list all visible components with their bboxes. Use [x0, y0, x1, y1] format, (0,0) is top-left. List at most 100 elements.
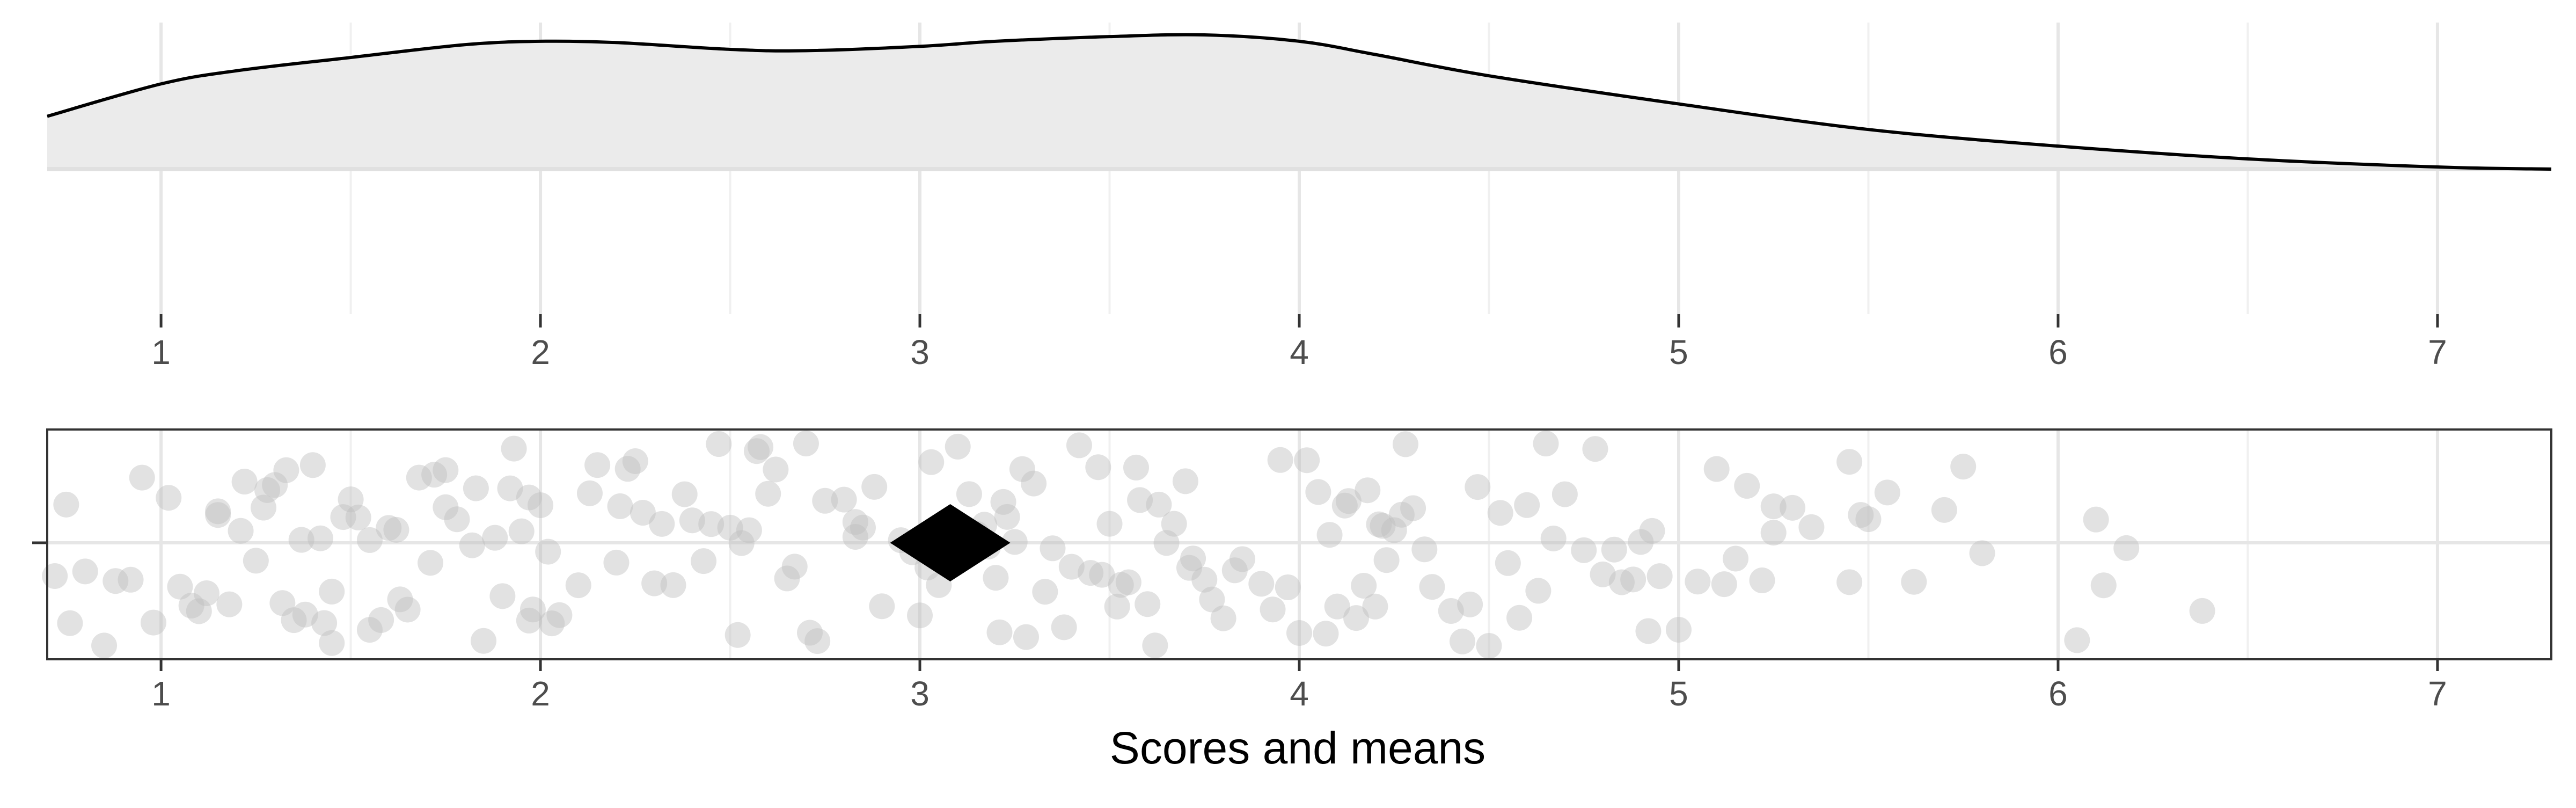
jitter-point: [1552, 481, 1578, 507]
jitter-point: [1104, 593, 1130, 620]
jitter-point: [649, 511, 675, 537]
jitter-point: [2083, 506, 2109, 533]
jitter-point: [118, 566, 144, 593]
jitter-point: [471, 628, 497, 654]
jitter-point: [1874, 479, 1900, 506]
jitter-point: [1078, 560, 1104, 586]
jitter-point: [584, 452, 611, 478]
jitter-point: [1392, 431, 1418, 457]
jitter-point: [717, 514, 743, 541]
jitter-point: [433, 457, 459, 483]
jitter-point: [1199, 586, 1225, 613]
density-panel: 1 2 3 4 5 6 7: [47, 23, 2552, 372]
jitter-point: [1146, 491, 1172, 518]
jitter-point: [186, 598, 212, 624]
jitter-point: [1051, 614, 1077, 640]
jitter-point: [1176, 555, 1202, 581]
jitter-point: [243, 548, 269, 574]
jitter-point: [1533, 431, 1559, 457]
jitter-point: [311, 610, 338, 636]
jitter-point: [299, 452, 326, 478]
jitter-point: [804, 628, 831, 654]
jitter-point: [2064, 627, 2090, 653]
jitter-point: [990, 489, 1016, 515]
jitter-point: [1229, 546, 1255, 572]
density-x-tick-label: 4: [1290, 333, 1309, 372]
jitter-point: [519, 596, 546, 623]
jitter-point: [418, 550, 444, 576]
jitter-point: [956, 481, 982, 507]
jitter-point: [288, 527, 314, 553]
jitter-x-tick-label: 5: [1669, 674, 1688, 713]
density-x-tick-label: 7: [2428, 333, 2447, 372]
jitter-point: [489, 583, 516, 609]
jitter-point: [1506, 605, 1533, 631]
jitter-point: [1601, 536, 1627, 563]
jitter-point: [1142, 632, 1168, 659]
jitter-point: [1540, 525, 1567, 551]
jitter-point: [1620, 566, 1646, 593]
jitter-point: [641, 570, 668, 596]
jitter-point: [292, 601, 318, 628]
jitter-point: [193, 580, 219, 606]
jitter-point: [205, 502, 231, 528]
jitter-point: [1646, 563, 1673, 589]
jitter-point: [1153, 530, 1180, 556]
jitter-point: [1108, 572, 1134, 598]
jitter-point: [1411, 536, 1438, 563]
jitter-point: [1514, 492, 1540, 518]
jitter-point: [630, 500, 656, 526]
jitter-point: [1457, 591, 1483, 617]
jitter-point: [744, 438, 770, 464]
jitter-point: [140, 609, 166, 636]
jitter-point: [1723, 545, 1749, 572]
jitter-point: [1135, 591, 1161, 617]
jitter-point: [698, 511, 724, 537]
jitter-point: [281, 607, 307, 634]
jitter-point: [861, 474, 888, 500]
jitter-point: [671, 481, 698, 507]
jitter-point: [736, 517, 762, 543]
jitter-point: [463, 475, 489, 501]
jitter-point: [1370, 513, 1396, 539]
jitter-point: [57, 610, 83, 636]
jitter-point: [1749, 567, 1775, 594]
jitter-point: [1734, 472, 1760, 499]
jitter-point: [1191, 566, 1218, 593]
jitter-point: [1608, 569, 1635, 595]
density-x-tick-label: 2: [531, 333, 550, 372]
jitter-point: [1127, 487, 1153, 513]
jitter-x-tick-label: 2: [531, 674, 550, 713]
jitter-point: [1381, 517, 1407, 543]
jitter-point: [319, 630, 345, 656]
jitter-point: [231, 469, 258, 495]
jitter-point: [842, 523, 868, 550]
density-area: [47, 34, 2551, 169]
jitter-point: [1685, 569, 1711, 595]
jitter-point: [1096, 511, 1123, 537]
jitter-x-tick-label: 1: [151, 674, 171, 713]
density-x-tick-label: 6: [2048, 333, 2068, 372]
jitter-point: [994, 504, 1020, 530]
jitter-point: [1465, 474, 1491, 500]
jitter-point: [869, 593, 895, 620]
jitter-point: [1351, 572, 1377, 599]
jitter-point: [1798, 514, 1825, 540]
jitter-point: [622, 448, 648, 475]
jitter-point: [1180, 545, 1206, 572]
jitter-point: [273, 457, 299, 483]
jitter-point: [1711, 571, 1737, 598]
jitter-x-tick-label: 3: [910, 674, 930, 713]
density-x-tick-label: 1: [151, 333, 171, 372]
jitter-point: [1950, 454, 1977, 480]
jitter-panel: 1 2 3 4 5 6 7: [32, 428, 2552, 713]
jitter-point: [1780, 494, 1806, 521]
jitter-point: [728, 530, 755, 556]
jitter-point: [763, 456, 789, 483]
jitter-point: [156, 485, 182, 511]
jitter-x-tick-label: 7: [2428, 674, 2447, 713]
jitter-point: [1221, 557, 1248, 584]
jitter-point: [539, 610, 565, 637]
jitter-point: [91, 632, 118, 659]
jitter-point: [1590, 561, 1616, 587]
